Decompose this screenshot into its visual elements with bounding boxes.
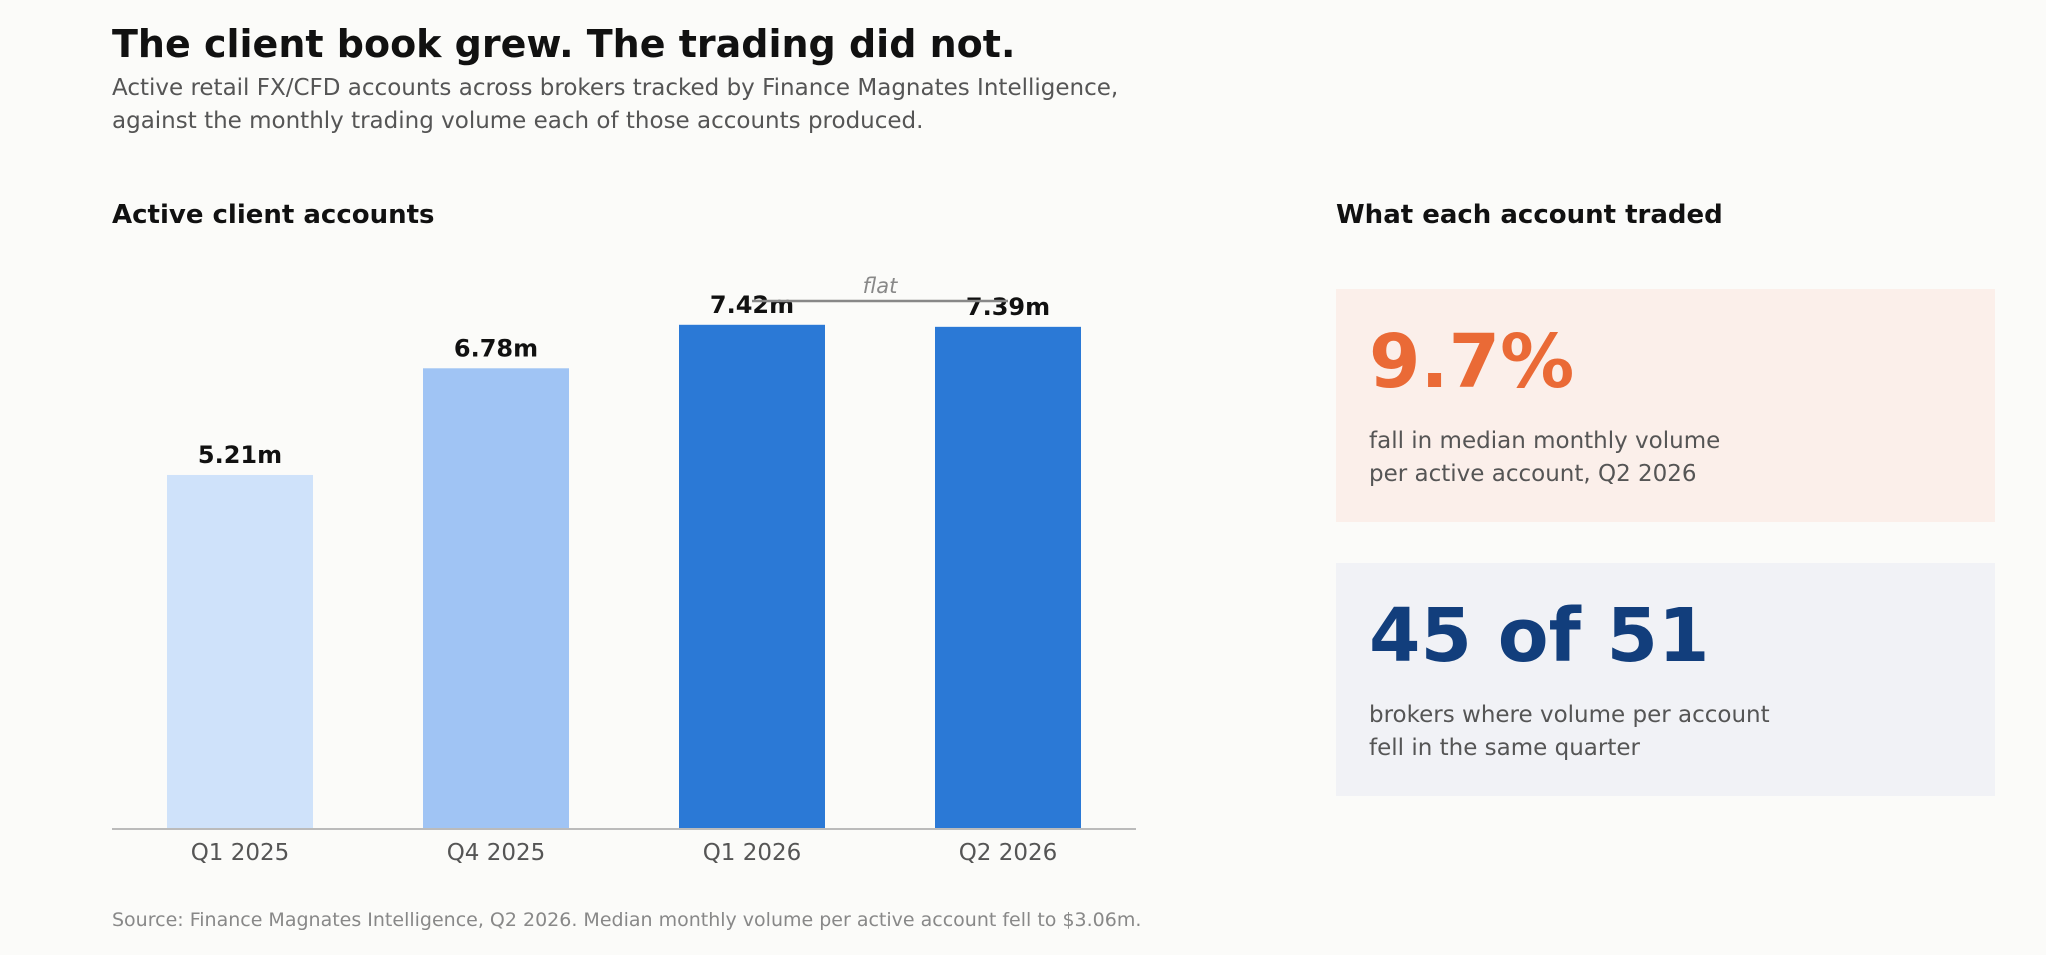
stat-value: 45 of 51 xyxy=(1369,593,1710,679)
annotation-label: flat xyxy=(863,274,898,298)
data-label: 6.78m xyxy=(454,334,538,362)
subtitle-line-2: against the monthly trading volume each … xyxy=(112,108,924,134)
source-note: Source: Finance Magnates Intelligence, Q… xyxy=(112,909,1142,931)
x-tick-label: Q2 2026 xyxy=(959,840,1058,866)
x-tick-label: Q1 2026 xyxy=(703,840,802,866)
stat-description-line-1: brokers where volume per account xyxy=(1369,702,1770,728)
bar-q1-2026 xyxy=(679,324,825,829)
stats-section-title: What each account traded xyxy=(1336,200,1723,230)
stat-description: brokers where volume per account fell in… xyxy=(1369,699,1929,765)
stat-card-volume-fall: 9.7% fall in median monthly volume per a… xyxy=(1336,289,1995,522)
stat-card-brokers: 45 of 51 brokers where volume per accoun… xyxy=(1336,563,1995,796)
bar-q2-2026 xyxy=(935,326,1081,829)
subtitle-line-1: Active retail FX/CFD accounts across bro… xyxy=(112,75,1119,101)
bar-chart: 5.21m Q1 2025 6.78m Q4 2025 7.42m Q1 2026 7.39… xyxy=(112,274,1136,866)
x-tick-label: Q1 2025 xyxy=(191,840,290,866)
data-label: 7.42m xyxy=(710,291,794,319)
bar-q1-2025 xyxy=(167,474,313,829)
stat-value: 9.7% xyxy=(1369,319,1575,405)
stat-description-line-2: fell in the same quarter xyxy=(1369,735,1640,761)
stat-description: fall in median monthly volume per active… xyxy=(1369,425,1929,491)
page-title: The client book grew. The trading did no… xyxy=(112,22,1016,66)
chart-title: Active client accounts xyxy=(112,200,435,230)
bar-q4-2025 xyxy=(423,368,569,829)
data-label: 5.21m xyxy=(198,441,282,469)
x-tick-label: Q4 2025 xyxy=(447,840,546,866)
page-subtitle: Active retail FX/CFD accounts across bro… xyxy=(112,72,1118,138)
stat-description-line-2: per active account, Q2 2026 xyxy=(1369,461,1697,487)
data-label: 7.39m xyxy=(966,293,1050,321)
stat-description-line-1: fall in median monthly volume xyxy=(1369,428,1721,454)
